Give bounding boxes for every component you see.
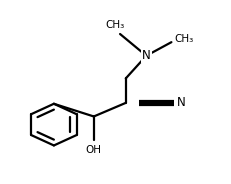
Text: N: N	[177, 96, 186, 109]
Text: CH₃: CH₃	[106, 20, 125, 30]
Text: CH₃: CH₃	[175, 33, 194, 44]
Text: N: N	[142, 49, 151, 62]
Text: OH: OH	[86, 145, 102, 155]
